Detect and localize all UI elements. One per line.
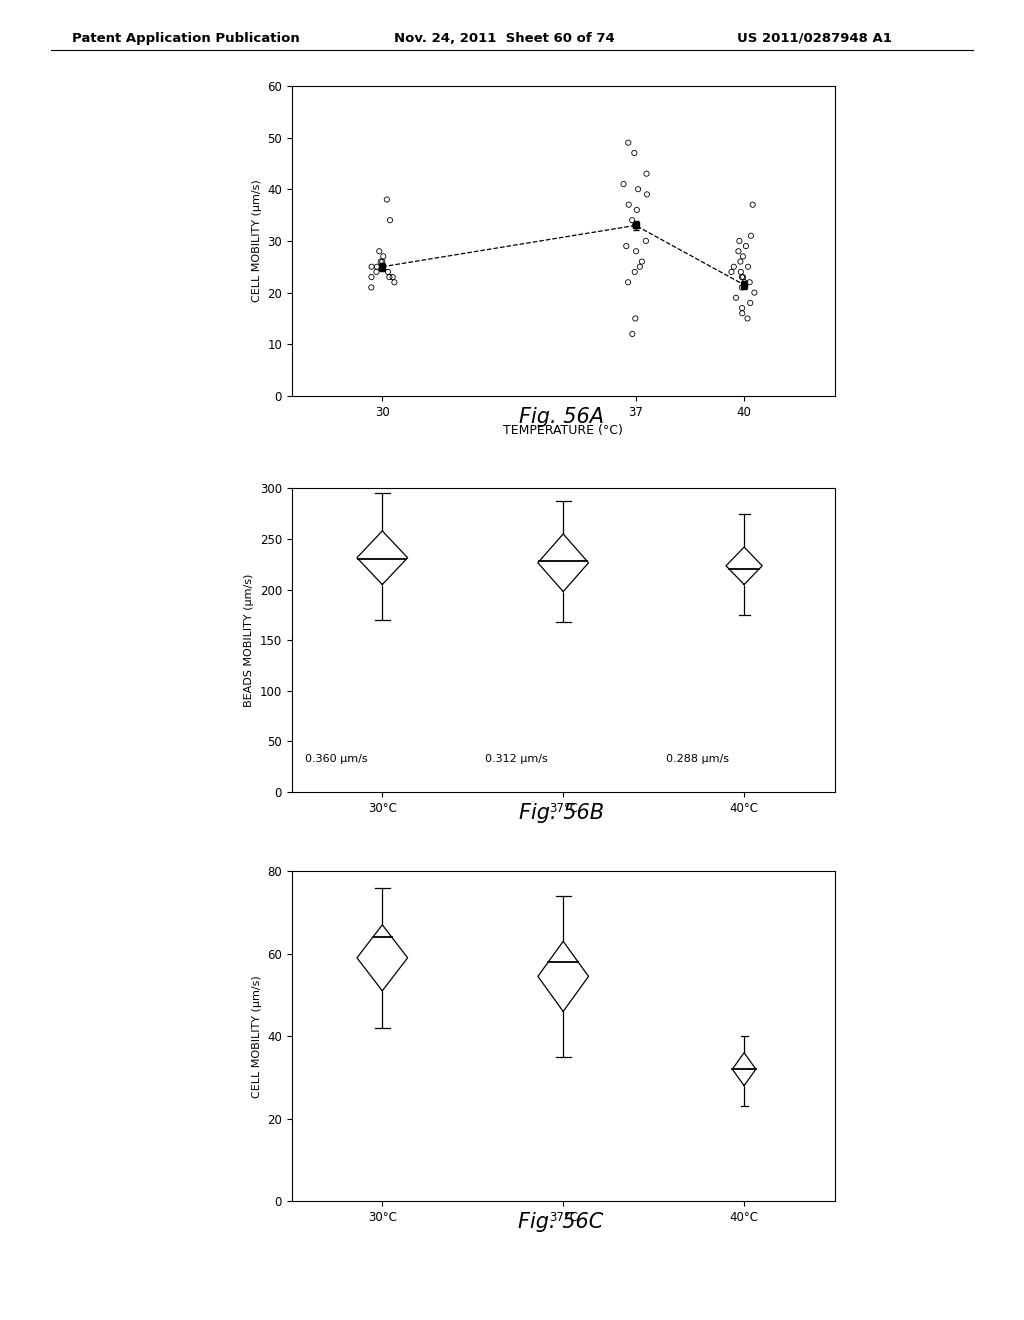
Point <box>626 143 642 164</box>
Point <box>629 199 645 220</box>
Point <box>620 272 636 293</box>
Point <box>742 293 759 314</box>
Point <box>734 267 751 288</box>
Point <box>364 267 380 288</box>
Point <box>615 173 632 194</box>
Point <box>621 132 637 153</box>
Text: Nov. 24, 2011  Sheet 60 of 74: Nov. 24, 2011 Sheet 60 of 74 <box>394 32 615 45</box>
Y-axis label: BEADS MOBILITY (μm/s): BEADS MOBILITY (μm/s) <box>245 573 254 708</box>
Point <box>369 261 385 282</box>
Point <box>625 323 641 345</box>
Point <box>728 288 744 309</box>
Point <box>618 235 635 256</box>
Point <box>741 272 758 293</box>
Point <box>726 256 742 277</box>
Point <box>384 267 400 288</box>
Text: Patent Application Publication: Patent Application Publication <box>72 32 299 45</box>
Point <box>386 272 402 293</box>
Point <box>740 256 757 277</box>
Point <box>630 178 646 199</box>
Text: US 2011/0287948 A1: US 2011/0287948 A1 <box>737 32 892 45</box>
Point <box>732 261 749 282</box>
Point <box>735 267 752 288</box>
Point <box>739 308 756 329</box>
Point <box>375 246 391 267</box>
Point <box>730 240 746 261</box>
Point <box>379 189 395 210</box>
Point <box>382 210 398 231</box>
Y-axis label: CELL MOBILITY (μm/s): CELL MOBILITY (μm/s) <box>252 180 262 302</box>
Point <box>639 183 655 205</box>
Point <box>621 194 637 215</box>
Point <box>735 246 752 267</box>
Y-axis label: CELL MOBILITY (μm/s): CELL MOBILITY (μm/s) <box>252 975 262 1097</box>
Point <box>373 251 389 272</box>
Text: 0.360 μm/s: 0.360 μm/s <box>304 754 368 764</box>
Point <box>369 256 385 277</box>
Point <box>624 210 640 231</box>
X-axis label: TEMPERATURE (°C): TEMPERATURE (°C) <box>503 424 624 437</box>
Point <box>742 226 759 247</box>
Point <box>632 256 648 277</box>
Point <box>744 194 761 215</box>
Point <box>374 256 390 277</box>
Point <box>723 261 739 282</box>
Point <box>732 251 749 272</box>
Point <box>736 272 753 293</box>
Point <box>371 240 387 261</box>
Point <box>374 251 390 272</box>
Point <box>380 261 396 282</box>
Point <box>734 302 751 323</box>
Point <box>381 267 397 288</box>
Point <box>627 261 643 282</box>
Point <box>731 231 748 252</box>
Text: 0.288 μm/s: 0.288 μm/s <box>667 754 729 764</box>
Point <box>746 282 763 304</box>
Text: 0.312 μm/s: 0.312 μm/s <box>485 754 548 764</box>
Point <box>634 251 650 272</box>
Text: Fig. 56C: Fig. 56C <box>518 1212 604 1232</box>
Text: Fig. 56A: Fig. 56A <box>518 407 604 426</box>
Point <box>628 240 644 261</box>
Point <box>627 308 643 329</box>
Text: Fig. 56B: Fig. 56B <box>518 803 604 822</box>
Point <box>364 277 380 298</box>
Point <box>734 297 751 318</box>
Point <box>737 235 754 256</box>
Point <box>364 256 380 277</box>
Point <box>734 277 751 298</box>
Point <box>638 231 654 252</box>
Point <box>627 215 643 236</box>
Point <box>638 164 654 185</box>
